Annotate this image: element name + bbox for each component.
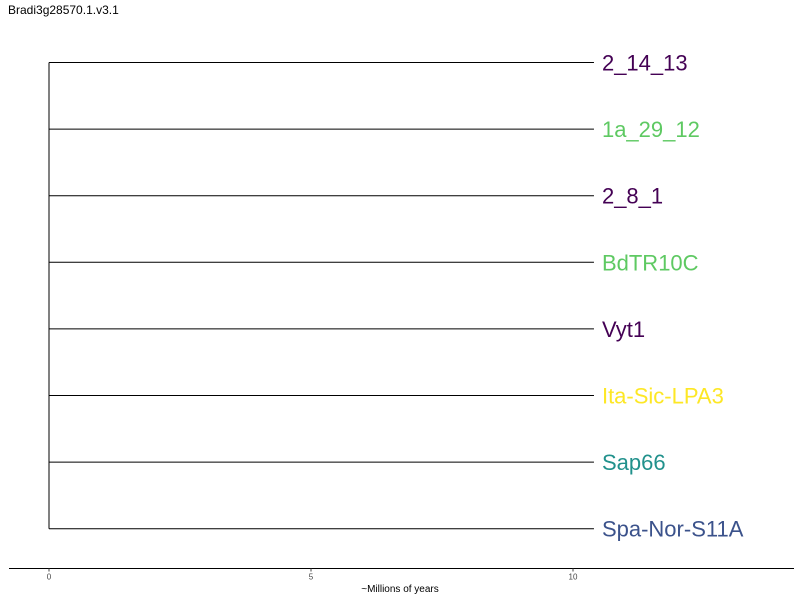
axis-tick-label: 10 [569, 573, 578, 582]
time-axis: 0 5 10 ~Millions of years [9, 568, 794, 595]
tip-labels: 2_14_13 1a_29_12 2_8_1 BdTR10C Vyt1 Ita-Sic-L… [602, 51, 744, 542]
tip-label: Vyt1 [602, 317, 645, 342]
axis-tick-label: 0 [47, 573, 52, 582]
tip-label: BdTR10C [602, 250, 699, 275]
tip-label: Ita-Sic-LPA3 [602, 384, 724, 409]
plot-title: Bradi3g28570.1.v3.1 [8, 3, 119, 17]
axis-ticks: 0 5 10 [47, 568, 578, 582]
tip-label: 1a_29_12 [602, 117, 700, 142]
tip-label: 2_14_13 [602, 51, 688, 76]
axis-tick-label: 5 [309, 573, 314, 582]
tip-label: Spa-Nor-S11A [602, 517, 744, 542]
tree-branches [48, 62, 594, 530]
tip-label: Sap66 [602, 450, 666, 475]
tip-label: 2_8_1 [602, 184, 663, 209]
axis-title: ~Millions of years [361, 584, 439, 595]
